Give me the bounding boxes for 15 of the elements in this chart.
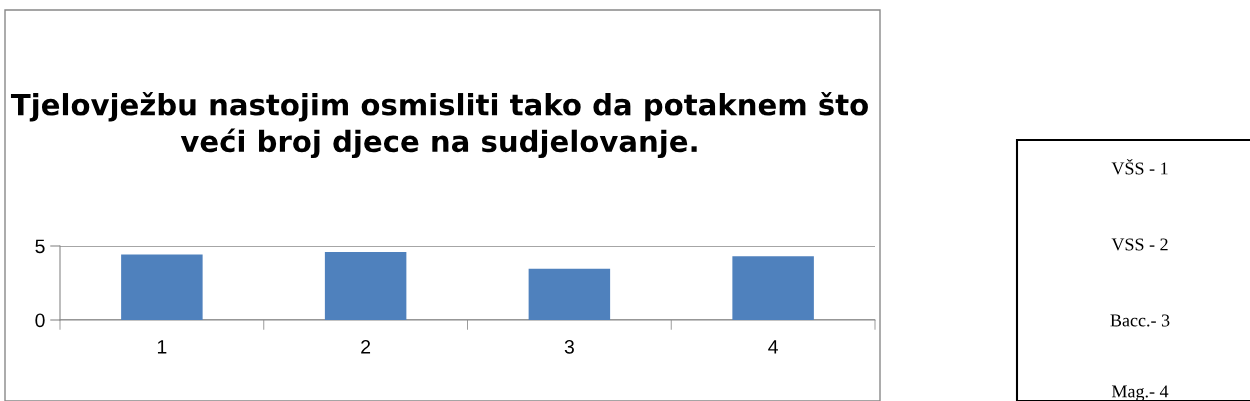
y-tick-label: 5 [35, 239, 45, 254]
bar [121, 254, 203, 320]
text: Bacc.- 3 [1110, 314, 1170, 327]
text: VSS - 2 [1111, 238, 1168, 251]
text: Mag.- 4 [1111, 385, 1169, 401]
chart-title: Tjelovježbu nastojim osmisliti tako da potaknem što veći broj djece na sudjelovanje. [10, 91, 868, 159]
text: VŠS - 1 [1111, 158, 1168, 175]
x-tick-label: 3 [564, 339, 574, 354]
bar [732, 256, 814, 320]
x-tick-label: 1 [157, 340, 167, 354]
bar [528, 268, 611, 320]
bar [324, 252, 407, 320]
x-tick-label: 2 [361, 339, 371, 354]
x-tick-label: 4 [768, 340, 778, 354]
y-tick-label: 0 [35, 313, 45, 328]
